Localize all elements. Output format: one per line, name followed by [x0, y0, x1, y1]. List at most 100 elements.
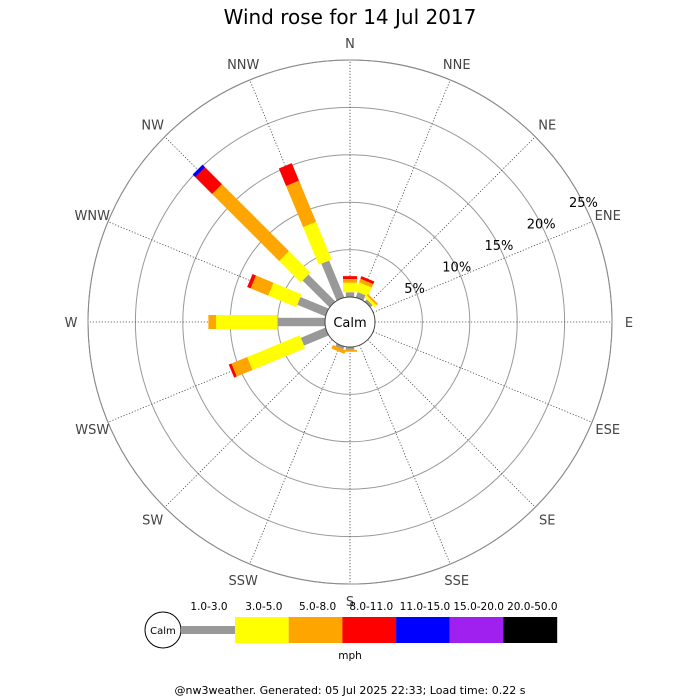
bar-segment-nnw-5.0-8.0	[286, 180, 317, 228]
speed-legend: Calm 1.0-3.0 3.0-5.0 5.0-8.0 8.0-11.0 11.0-1…	[144, 601, 558, 662]
direction-label-wsw: WSW	[75, 423, 109, 438]
legend-swatch-11.0-15.0	[396, 617, 450, 643]
bar-segment-wnw-8.0-11.0	[247, 274, 257, 289]
ring-15	[182, 154, 518, 490]
bar-ssw	[331, 343, 346, 354]
direction-label-nne: NNE	[443, 58, 471, 73]
legend-swatch-3.0-5.0	[235, 617, 289, 643]
bar-segment-nnw-3.0-5.0	[303, 221, 332, 265]
direction-label-e: E	[625, 316, 633, 331]
bar-segment-ne-1.0-3.0	[364, 299, 373, 308]
calm-label: Calm	[333, 316, 366, 331]
bar-ne	[364, 294, 378, 308]
direction-label-se: SE	[539, 513, 555, 528]
bar-segment-nw-5.0-8.0	[212, 184, 290, 262]
percent-label-20: 20%	[527, 218, 556, 233]
bar-segment-ssw-1.0-3.0	[335, 343, 345, 350]
percent-labels: 5% 10% 15% 20% 25%	[404, 196, 598, 297]
bar-segment-n-8.0-11.0	[343, 276, 357, 279]
legend-label-3.0-5.0: 3.0-5.0	[245, 601, 282, 613]
bar-segment-s-5.0-8.0	[343, 349, 357, 352]
bar-segment-nnw-8.0-11.0	[278, 163, 300, 186]
bar-segment-wsw-8.0-11.0	[228, 363, 237, 378]
direction-label-ssw: SSW	[229, 574, 259, 589]
spoke-ne	[367, 136, 536, 305]
legend-calm-label: Calm	[150, 626, 176, 637]
direction-labels: N NNE NE ENE E ESE SE SSE S SSW SW WSW W WNW NW NNW	[65, 37, 634, 610]
chart-title: Wind rose for 14 Jul 2017	[224, 5, 477, 29]
bar-segment-nne-8.0-11.0	[360, 276, 375, 285]
wind-rose-bars	[192, 163, 378, 378]
bar-segment-wnw-3.0-5.0	[268, 282, 302, 308]
bar-segment-nw-11.0-15.0	[192, 164, 206, 178]
bar-nw	[192, 164, 336, 308]
bar-segment-nw-1.0-3.0	[302, 274, 336, 308]
footer-text: @nw3weather. Generated: 05 Jul 2025 22:3…	[175, 684, 526, 697]
spoke-sw	[164, 339, 333, 508]
bar-segment-n-1.0-3.0	[345, 292, 355, 297]
bar-s	[343, 347, 357, 352]
direction-label-n: N	[345, 37, 355, 52]
bar-segment-n-3.0-5.0	[343, 282, 357, 293]
legend-label-8.0-11.0: 8.0-11.0	[349, 601, 393, 613]
bar-segment-wsw-1.0-3.0	[300, 327, 329, 346]
bar-segment-nnw-1.0-3.0	[321, 260, 345, 301]
bar-segment-n-5.0-8.0	[343, 278, 357, 283]
percent-label-15: 15%	[485, 239, 514, 254]
bar-segment-ne-5.0-8.0	[366, 294, 378, 306]
outer-ring	[87, 59, 613, 585]
bar-w	[208, 315, 325, 329]
bar-segment-w-5.0-8.0	[208, 315, 216, 329]
legend-label-11.0-15.0: 11.0-15.0	[400, 601, 451, 613]
bar-segment-wnw-1.0-3.0	[297, 296, 329, 317]
bar-nnw	[278, 163, 345, 301]
direction-label-w: W	[65, 316, 78, 331]
legend-swatch-1.0-3.0	[181, 626, 235, 634]
bar-wnw	[247, 274, 329, 317]
bar-segment-nne-5.0-8.0	[358, 278, 374, 288]
bar-segment-nw-8.0-11.0	[195, 167, 222, 194]
legend-label-15.0-20.0: 15.0-20.0	[453, 601, 504, 613]
bar-segment-ne-3.0-5.0	[364, 295, 377, 308]
legend-swatch-8.0-11.0	[342, 617, 397, 643]
legend-swatch-20.0-50.0	[503, 617, 558, 643]
direction-label-nnw: NNW	[227, 58, 259, 73]
bar-segment-wsw-3.0-5.0	[247, 335, 306, 370]
legend-unit: mph	[338, 650, 362, 662]
bar-nne	[355, 276, 375, 301]
percent-label-5: 5%	[404, 282, 425, 297]
direction-label-ene: ENE	[595, 209, 621, 224]
legend-label-20.0-50.0: 20.0-50.0	[507, 601, 558, 613]
direction-label-nw: NW	[141, 119, 164, 134]
spoke-ssw	[249, 344, 341, 565]
direction-label-sw: SW	[142, 513, 163, 528]
direction-label-ese: ESE	[595, 423, 620, 438]
percent-label-10: 10%	[442, 261, 471, 276]
bar-n	[343, 276, 357, 297]
legend-swatch-15.0-20.0	[449, 617, 504, 643]
direction-label-wnw: WNW	[75, 209, 111, 224]
direction-label-s: S	[346, 595, 354, 610]
spoke-sse	[359, 344, 451, 565]
spoke-se	[367, 339, 536, 508]
spoke-nne	[359, 79, 451, 300]
spoke-ese	[372, 331, 593, 423]
bar-segment-wsw-5.0-8.0	[231, 357, 253, 377]
bar-segment-nne-1.0-3.0	[355, 292, 366, 301]
bar-segment-ssw-5.0-8.0	[331, 345, 346, 354]
bar-wsw	[228, 327, 329, 378]
bar-segment-nw-3.0-5.0	[279, 251, 311, 283]
direction-label-sse: SSE	[444, 574, 469, 589]
percent-label-25: 25%	[569, 196, 598, 211]
bar-segment-nne-3.0-5.0	[355, 282, 372, 297]
legend-swatch-5.0-8.0	[288, 617, 343, 643]
direction-label-ne: NE	[538, 119, 556, 134]
legend-label-1.0-3.0: 1.0-3.0	[190, 601, 227, 613]
bar-segment-w-3.0-5.0	[215, 315, 278, 329]
bar-segment-wnw-5.0-8.0	[250, 275, 274, 296]
spoke-ene	[372, 221, 593, 313]
bar-segment-w-1.0-3.0	[277, 317, 325, 327]
legend-label-5.0-8.0: 5.0-8.0	[299, 601, 336, 613]
bar-segment-s-1.0-3.0	[345, 347, 355, 350]
